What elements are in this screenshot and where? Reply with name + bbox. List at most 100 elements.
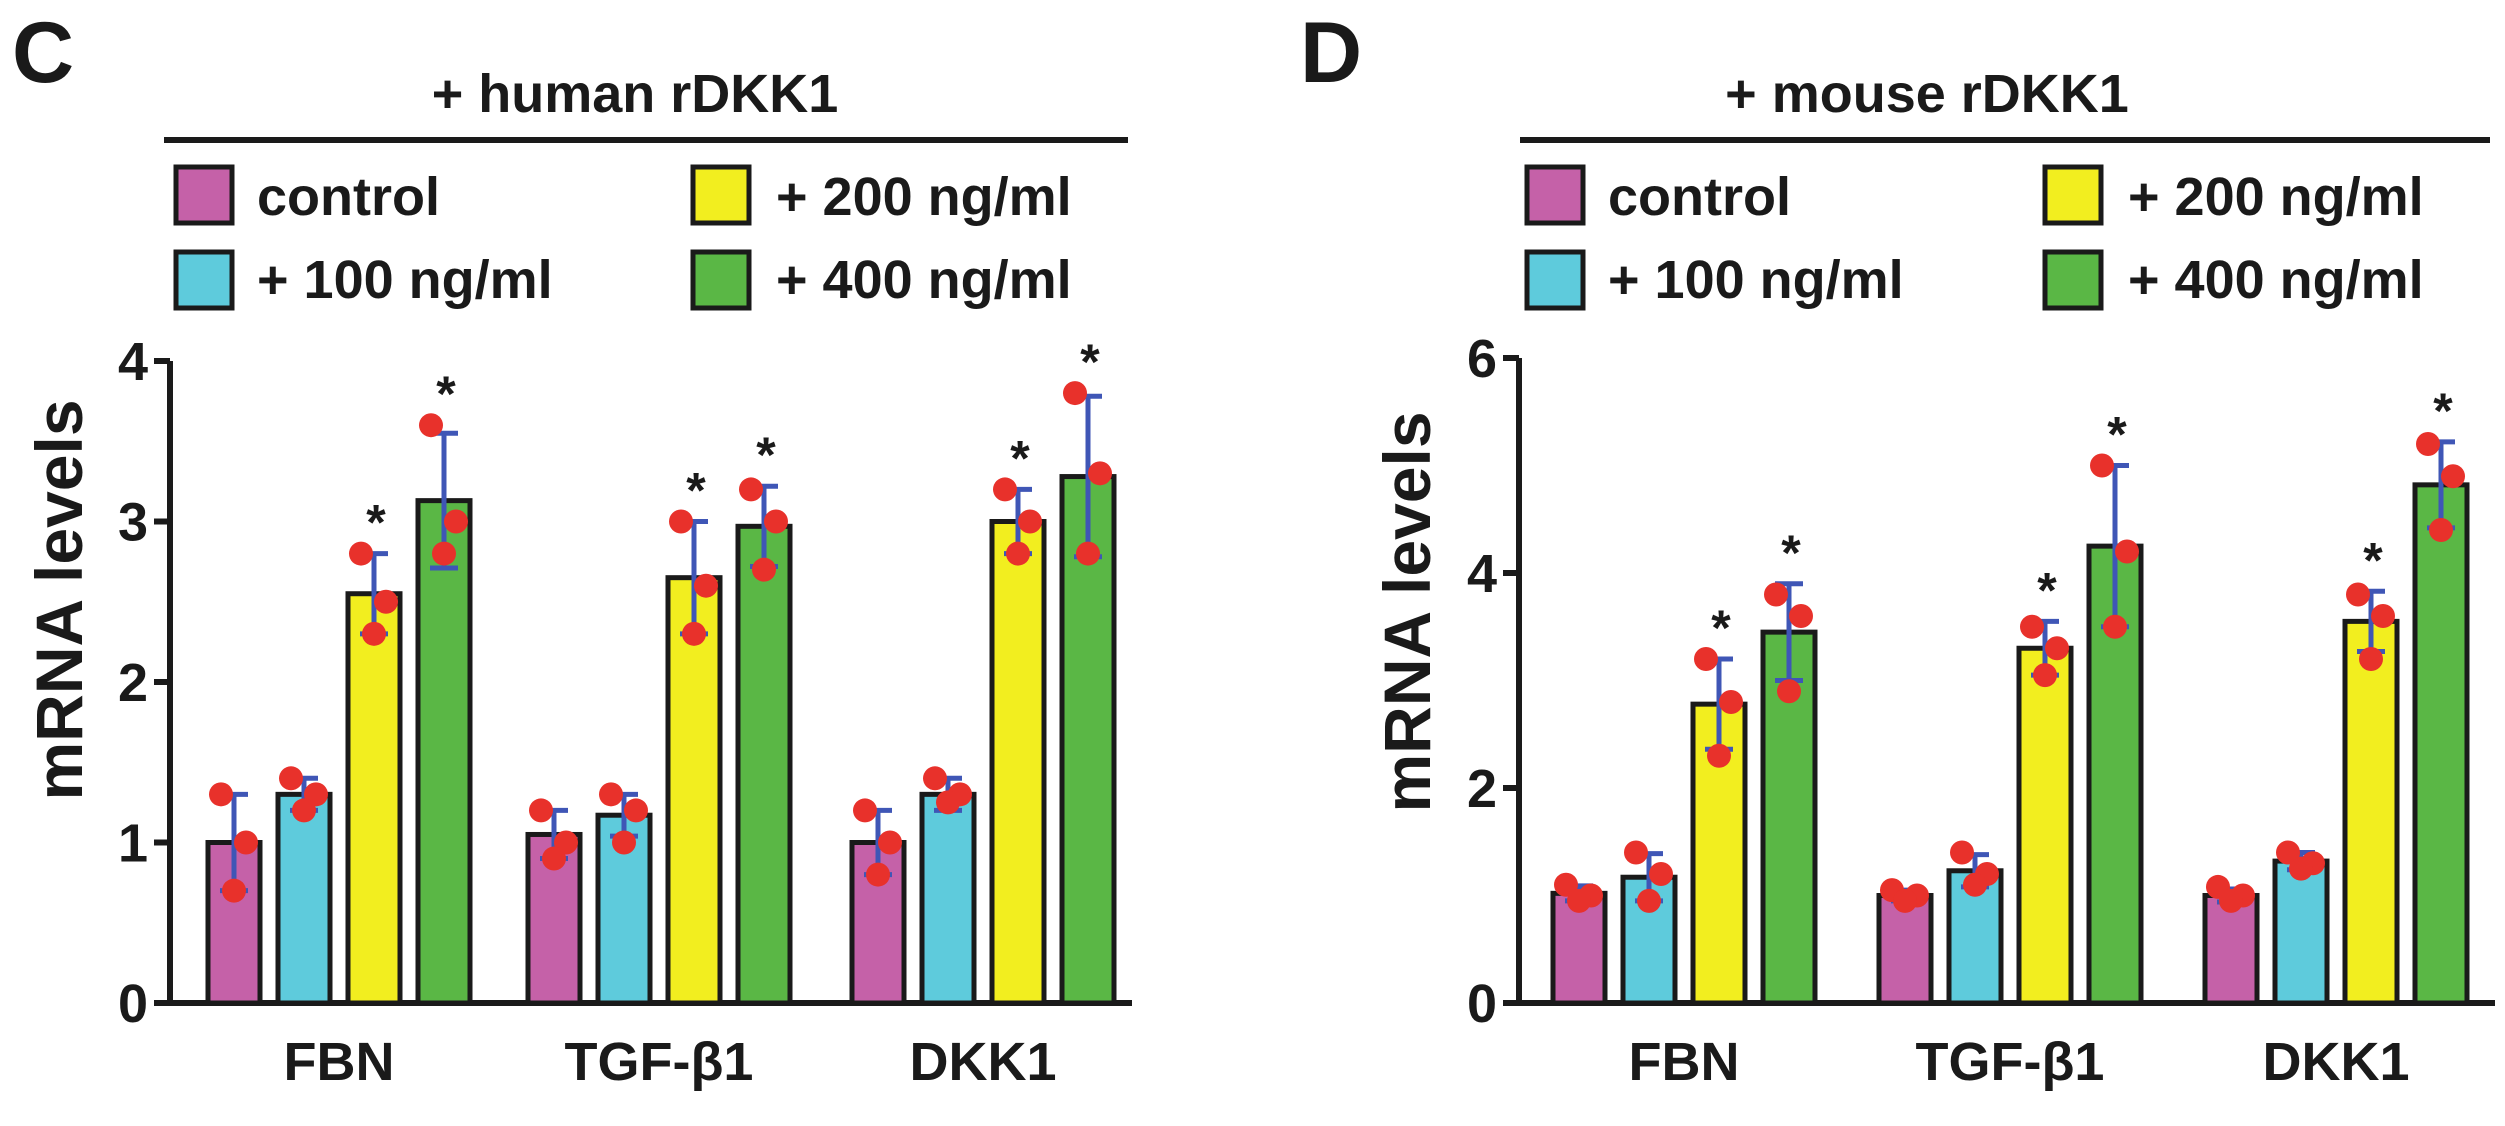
- significance-marker: *: [2037, 562, 2057, 618]
- data-point: [853, 798, 877, 823]
- significance-marker: *: [1080, 334, 1100, 390]
- data-point: [1707, 743, 1731, 768]
- y-tick-label: 4: [1467, 544, 1497, 604]
- data-point: [2346, 582, 2370, 607]
- data-point: [2289, 856, 2313, 881]
- x-category-label: TGF-β1: [1916, 1032, 2105, 1092]
- bar: [1690, 701, 1748, 1006]
- data-point: [923, 766, 947, 791]
- data-point: [1649, 862, 1673, 886]
- data-point: [1063, 381, 1087, 406]
- x-category-label: FBN: [284, 1032, 395, 1092]
- data-point: [2020, 614, 2044, 639]
- data-point: [624, 798, 648, 823]
- data-point: [2359, 647, 2383, 671]
- data-point: [866, 862, 890, 887]
- bar: [2342, 618, 2400, 1006]
- data-point: [2429, 518, 2453, 542]
- data-point: [2416, 432, 2440, 456]
- data-point: [599, 782, 623, 807]
- panel-title: + mouse rDKK1: [1725, 64, 2129, 124]
- y-tick-label: 0: [118, 974, 148, 1034]
- bar: [2202, 893, 2260, 1006]
- bar: [2016, 645, 2074, 1006]
- data-point: [1764, 582, 1788, 607]
- data-point: [669, 509, 693, 534]
- legend-swatch: [2042, 164, 2104, 226]
- legend-swatch: [1524, 249, 1586, 311]
- panel-letter: C: [12, 5, 74, 101]
- x-category-label: DKK1: [909, 1032, 1056, 1092]
- data-point: [1893, 888, 1917, 913]
- significance-marker: *: [2363, 532, 2383, 588]
- data-point: [2219, 888, 2243, 913]
- legend-label: control: [257, 167, 440, 227]
- y-tick-label: 2: [118, 653, 148, 713]
- data-point: [2371, 604, 2395, 628]
- legend-swatch: [690, 164, 752, 226]
- bar: [919, 791, 977, 1006]
- bar: [735, 523, 793, 1006]
- data-point: [764, 509, 788, 534]
- significance-marker: *: [2107, 407, 2127, 463]
- data-point: [2103, 614, 2127, 639]
- data-point: [2276, 840, 2300, 865]
- significance-marker: *: [756, 427, 776, 483]
- significance-marker: *: [686, 463, 706, 519]
- data-point: [529, 798, 553, 823]
- legend-label: + 400 ng/ml: [2128, 250, 2424, 310]
- legend-swatch: [1524, 164, 1586, 226]
- significance-marker: *: [436, 366, 456, 422]
- data-point: [1789, 604, 1813, 628]
- legend-label: + 100 ng/ml: [257, 250, 553, 310]
- panel-title: + human rDKK1: [432, 64, 839, 124]
- data-point: [993, 477, 1017, 502]
- legend-label: + 200 ng/ml: [2128, 167, 2424, 227]
- data-point: [1950, 840, 1974, 865]
- data-point: [1719, 690, 1743, 714]
- significance-marker: *: [2433, 383, 2453, 439]
- plot-area: 0 2 4 6 FBN * * TGF-β1 * * DKK1 * *: [1467, 329, 2495, 1092]
- data-point: [209, 782, 233, 807]
- data-point: [542, 846, 566, 871]
- data-point: [2115, 539, 2139, 564]
- data-point: [419, 413, 443, 438]
- bar: [2272, 858, 2330, 1006]
- data-point: [374, 589, 398, 614]
- x-category-label: DKK1: [2262, 1032, 2409, 1092]
- plot-area: 0 1 2 3 4 FBN * * TGF-β1 * * DKK1 * *: [118, 332, 1132, 1092]
- legend-swatch: [2042, 249, 2104, 311]
- significance-marker: *: [1711, 600, 1731, 656]
- bar: [345, 591, 403, 1006]
- data-point: [682, 621, 706, 646]
- data-point: [349, 541, 373, 566]
- y-tick-label: 4: [118, 332, 148, 392]
- bar: [989, 519, 1047, 1006]
- legend-label: control: [1608, 167, 1791, 227]
- bar: [415, 498, 473, 1006]
- panel-letter: D: [1300, 5, 1362, 101]
- data-point: [432, 541, 456, 566]
- data-point: [292, 798, 316, 823]
- y-tick-label: 3: [118, 493, 148, 553]
- panel-c: C + human rDKK1 mRNA levels control + 100…: [12, 5, 1132, 1092]
- data-point: [2441, 464, 2465, 489]
- data-point: [222, 878, 246, 903]
- significance-marker: *: [1010, 430, 1030, 486]
- data-point: [1963, 872, 1987, 897]
- data-point: [362, 621, 386, 646]
- legend-label: + 200 ng/ml: [776, 167, 1072, 227]
- legend-swatch: [173, 249, 235, 311]
- y-tick-label: 6: [1467, 329, 1497, 389]
- data-point: [1637, 888, 1661, 913]
- data-point: [2033, 663, 2057, 688]
- legend: control + 100 ng/ml + 200 ng/ml + 400 ng/ml: [1524, 164, 2424, 311]
- legend-swatch: [690, 249, 752, 311]
- y-tick-label: 0: [1467, 974, 1497, 1034]
- x-category-label: FBN: [1629, 1032, 1740, 1092]
- data-point: [936, 790, 960, 815]
- data-point: [1018, 509, 1042, 534]
- y-tick-label: 2: [1467, 759, 1497, 819]
- data-point: [1567, 888, 1591, 913]
- data-point: [1624, 840, 1648, 865]
